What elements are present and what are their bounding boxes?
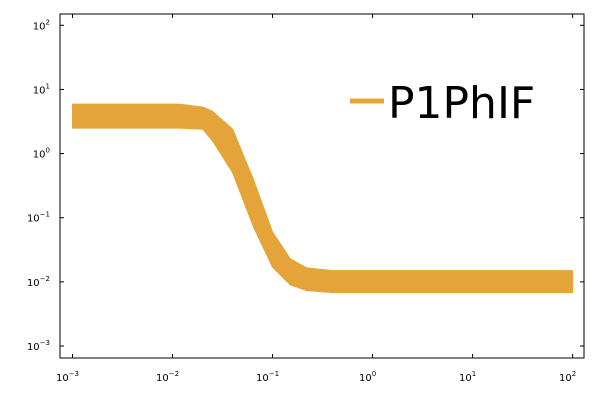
x-tick-label: 10−2 [156,370,179,384]
x-tick-label: 102 [559,370,576,384]
y-tick-label: 10−1 [27,211,50,225]
y-tick-label: 10−3 [27,339,50,353]
series-layer [72,103,574,294]
x-axis-ticks: 10−3 10−2 10−1 100 101 102 [56,14,576,384]
x-tick-label: 100 [359,370,376,384]
x-tick-label: 101 [459,370,476,384]
y-tick-label: 10−2 [27,275,50,289]
legend-label-p1phif: P1PhIF [388,78,535,129]
legend: P1PhIF [350,78,535,129]
y-tick-label: 102 [33,18,50,32]
y-tick-label: 100 [33,147,50,161]
y-tick-label: 101 [33,82,50,96]
y-axis-ticks: 10−3 10−2 10−1 100 101 102 [27,18,584,353]
plot-frame [59,13,585,359]
x-tick-label: 10−1 [256,370,279,384]
series-band-p1phif [72,103,574,294]
x-tick-label: 10−3 [56,370,79,384]
